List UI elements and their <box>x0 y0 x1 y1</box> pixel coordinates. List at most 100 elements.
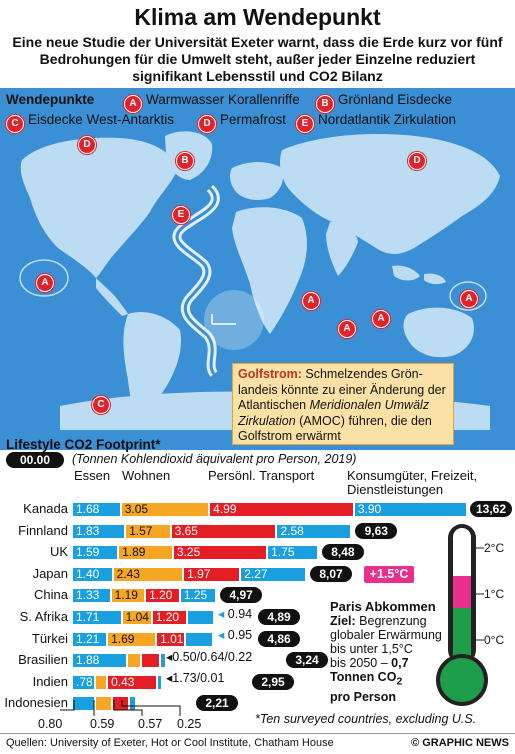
bar-essen-7: 1.88 <box>72 653 127 669</box>
paris-line5: Tonnen CO <box>330 670 397 684</box>
paris-value: 0,7 <box>391 656 409 670</box>
bar-wohnen-8 <box>94 674 108 690</box>
legend-item-a: A Warmwasser Korallenriffe <box>124 92 300 113</box>
thermometer <box>436 524 488 706</box>
gulf-stream-label: Golfstrom: <box>238 367 302 381</box>
country-label-5: S. Afrika <box>19 609 68 624</box>
legend-label-c: Eisdecke West-Antarktis <box>28 112 175 127</box>
bar-konsum-0: 3.90 <box>353 502 467 517</box>
bar-wohnen-2: 1.89 <box>118 545 173 561</box>
gulf-stream-text-1: Schmelzendes Grön-landeis könnte zu eine… <box>238 367 446 412</box>
bar-konsum-4: 1.25 <box>179 588 217 604</box>
bar-wohnen-0: 3.05 <box>120 502 210 517</box>
category-transport: Persönl. Transport <box>208 468 315 483</box>
bar-konsum-5 <box>186 610 214 625</box>
bar-wohnen-3: 2.43 <box>112 566 184 582</box>
total-pill-6: 4,86 <box>258 630 300 647</box>
indonesien-wohnen-value: 0.59 <box>90 717 115 731</box>
indonesien-leader-lines <box>60 700 181 716</box>
bar-essen-2: 1.59 <box>72 545 119 561</box>
badge-d-icon: D <box>198 115 216 133</box>
bar-konsum-3: 2.27 <box>240 566 307 582</box>
indien-small-values: ◂1.73/0.01 <box>166 671 225 685</box>
country-label-2: UK <box>49 544 68 560</box>
bar-transport-7 <box>141 653 160 669</box>
total-pill-0: 13,62 <box>470 501 512 517</box>
footnote: *Ten surveyed countries, excluding U.S. <box>255 712 477 726</box>
thermo-tick-2c: 2°C <box>484 541 505 555</box>
map-marker-permafrost-asia: D <box>408 152 426 170</box>
country-label-9: Indonesien <box>4 695 68 711</box>
paris-line2: globaler Erwärmung <box>330 628 442 642</box>
footprint-title: Lifestyle CO2 Footprint* <box>6 437 161 452</box>
map-marker-coral-indian: A <box>302 292 320 310</box>
bar-wohnen-7 <box>126 653 142 669</box>
country-label-1: Finnland <box>18 522 68 538</box>
bar-essen-8: .78 <box>72 674 95 690</box>
map-marker-greenland: B <box>176 152 194 170</box>
bar-essen-3: 1.40 <box>72 566 113 582</box>
category-konsum: Konsumgüter, Freizeit, Dienstleistungen <box>347 468 478 497</box>
total-pill-2: 8,48 <box>321 544 364 561</box>
paris-line1b: Begrenzung <box>355 614 427 628</box>
indonesien-essen-value: 0.80 <box>38 717 63 731</box>
indonesien-transport-value: 0.57 <box>138 717 163 731</box>
total-pill-9: 2,21 <box>196 695 238 712</box>
year-pill: 00.00 <box>6 452 64 468</box>
country-label-6: Türkei <box>31 630 68 646</box>
legend-label-a: Warmwasser Korallenriffe <box>146 92 300 107</box>
bar-wohnen-5: 1.04 <box>121 610 152 625</box>
page-title: Klima am Wendepunkt <box>134 4 381 30</box>
bar-essen-1: 1.83 <box>72 523 126 539</box>
total-pill-1: 9,63 <box>355 522 398 539</box>
legend-item-c: C Eisdecke West-Antarktis <box>6 112 174 133</box>
country-label-7: Brasilien <box>18 652 68 668</box>
bar-wohnen-4: 1.19 <box>110 588 146 604</box>
bar-transport-1: 3.65 <box>170 523 277 539</box>
legend-item-e: E Nordatlantik Zirkulation <box>296 112 456 133</box>
legend-heading: Wendepunkte <box>6 92 95 107</box>
bar-konsum-2: 1.75 <box>267 545 318 561</box>
thermo-tick-0c: 0°C <box>484 633 505 647</box>
total-pill-4: 4,97 <box>220 587 263 604</box>
badge-b-icon: B <box>316 95 334 113</box>
total-pill-5: 4,89 <box>258 609 300 625</box>
page-subtitle: Eine neue Studie der Universität Exeter … <box>12 34 503 84</box>
total-pill-3: 8,07 <box>310 565 353 582</box>
bar-essen-0: 1.68 <box>72 502 121 517</box>
map-marker-permafrost-na: D <box>78 136 96 154</box>
bar-transport-9 <box>112 696 129 712</box>
bar-wohnen-9 <box>95 696 113 712</box>
gulf-stream-text-italic: Meridionalen Umwälz Zirkulation <box>238 398 430 428</box>
legend-label-d: Permafrost <box>220 112 287 127</box>
map-marker-coral-pacific: A <box>36 274 54 292</box>
paris-line6: pro Person <box>330 689 396 704</box>
bar-wohnen-6: 1.69 <box>107 631 157 647</box>
badge-a-icon: A <box>124 95 142 113</box>
bar-essen-4: 1.33 <box>72 588 111 604</box>
legend-item-d: D Permafrost <box>198 112 286 133</box>
source-text: Quellen: University of Exeter, Hot or Co… <box>6 737 334 749</box>
badge-c-icon: C <box>6 115 24 133</box>
footer: Quellen: University of Exeter, Hot or Co… <box>0 733 515 754</box>
target-badge: +1.5°C <box>364 566 414 583</box>
brasilien-small-values: ◂0.50/0.64/0.22 <box>166 650 253 664</box>
legend-label-b: Grönland Eisdecke <box>338 92 453 107</box>
category-essen: Essen <box>74 468 111 483</box>
bar-transport-2: 3.25 <box>172 545 268 561</box>
paris-line3: bis unter 1,5°C <box>330 642 413 656</box>
bar-transport-8: 0.43 <box>107 674 158 690</box>
map-marker-coral-indian-2: A <box>338 320 356 338</box>
legend-label-e: Nordatlantik Zirkulation <box>318 112 457 127</box>
footprint-unit: (Tonnen Kohlendioxid äquivalent pro Pers… <box>72 452 357 466</box>
bar-konsum-7 <box>159 653 166 669</box>
gulf-stream-callout: Golfstrom: Schmelzendes Grön-landeis kön… <box>232 363 454 445</box>
legend-item-b: B Grönland Eisdecke <box>316 92 452 113</box>
tuerkei-konsum-value: ◂ 0.95 <box>218 628 253 642</box>
bar-wohnen-1: 1.57 <box>125 523 171 539</box>
paris-line4: bis 2050 – <box>330 656 392 670</box>
safrika-konsum-value: ◂ 0.94 <box>218 607 253 621</box>
map-marker-amoc: E <box>172 206 190 224</box>
bar-essen-9 <box>72 696 96 712</box>
